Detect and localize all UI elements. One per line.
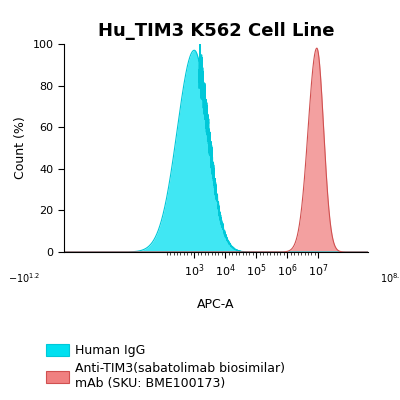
Legend: Human IgG, Anti-TIM3(sabatolimab biosimilar)
mAb (SKU: BME100173): Human IgG, Anti-TIM3(sabatolimab biosimi… <box>46 344 285 390</box>
Text: $-10^{1.2}$: $-10^{1.2}$ <box>8 271 41 284</box>
Title: Hu_TIM3 K562 Cell Line: Hu_TIM3 K562 Cell Line <box>98 22 334 40</box>
X-axis label: APC-A: APC-A <box>197 298 235 312</box>
Text: $10^{8.6}$: $10^{8.6}$ <box>380 271 400 284</box>
Y-axis label: Count (%): Count (%) <box>14 117 27 179</box>
